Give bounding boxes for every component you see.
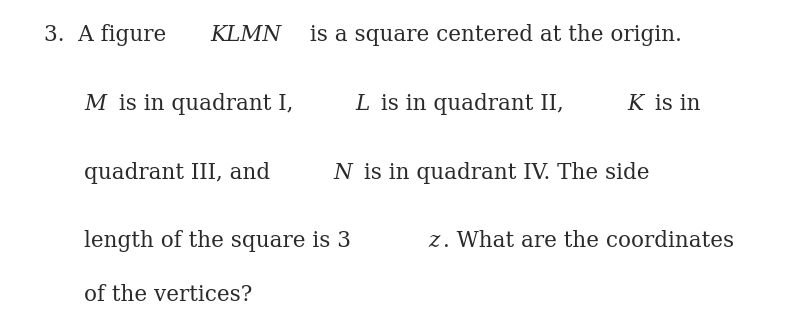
Text: is in quadrant IV. The side: is in quadrant IV. The side — [358, 162, 650, 184]
Text: quadrant III, and: quadrant III, and — [84, 162, 277, 184]
Text: KLMN: KLMN — [210, 25, 282, 47]
Text: is a square centered at the origin.: is a square centered at the origin. — [302, 25, 682, 47]
Text: is in quadrant II,: is in quadrant II, — [374, 93, 570, 115]
Text: . What are the coordinates: . What are the coordinates — [443, 230, 734, 252]
Text: 3.  A figure: 3. A figure — [44, 25, 173, 47]
Text: z: z — [429, 230, 440, 252]
Text: is in: is in — [648, 93, 701, 115]
Text: is in quadrant I,: is in quadrant I, — [112, 93, 301, 115]
Text: K: K — [627, 93, 643, 115]
Text: N: N — [333, 162, 352, 184]
Text: L: L — [355, 93, 370, 115]
Text: M: M — [84, 93, 106, 115]
Text: of the vertices?: of the vertices? — [84, 285, 252, 307]
Text: length of the square is 3: length of the square is 3 — [84, 230, 351, 252]
